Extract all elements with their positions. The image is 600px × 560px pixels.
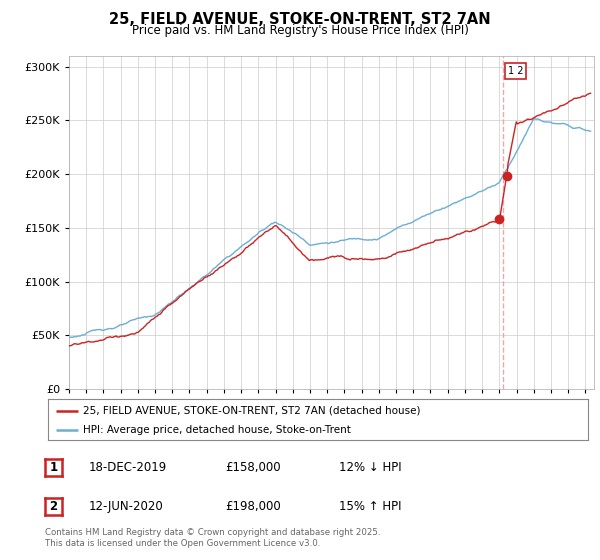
Text: £198,000: £198,000 — [225, 500, 281, 514]
Text: 15% ↑ HPI: 15% ↑ HPI — [339, 500, 401, 514]
Text: 12-JUN-2020: 12-JUN-2020 — [89, 500, 164, 514]
Text: Contains HM Land Registry data © Crown copyright and database right 2025.
This d: Contains HM Land Registry data © Crown c… — [45, 528, 380, 548]
Text: 2: 2 — [49, 500, 58, 514]
Text: Price paid vs. HM Land Registry's House Price Index (HPI): Price paid vs. HM Land Registry's House … — [131, 24, 469, 36]
Text: 12% ↓ HPI: 12% ↓ HPI — [339, 461, 401, 474]
Text: 1 2: 1 2 — [508, 66, 524, 76]
Text: £158,000: £158,000 — [225, 461, 281, 474]
Text: 1: 1 — [49, 461, 58, 474]
Text: 18-DEC-2019: 18-DEC-2019 — [89, 461, 167, 474]
Text: 25, FIELD AVENUE, STOKE-ON-TRENT, ST2 7AN (detached house): 25, FIELD AVENUE, STOKE-ON-TRENT, ST2 7A… — [83, 405, 421, 416]
Text: HPI: Average price, detached house, Stoke-on-Trent: HPI: Average price, detached house, Stok… — [83, 424, 351, 435]
Text: 25, FIELD AVENUE, STOKE-ON-TRENT, ST2 7AN: 25, FIELD AVENUE, STOKE-ON-TRENT, ST2 7A… — [109, 12, 491, 27]
